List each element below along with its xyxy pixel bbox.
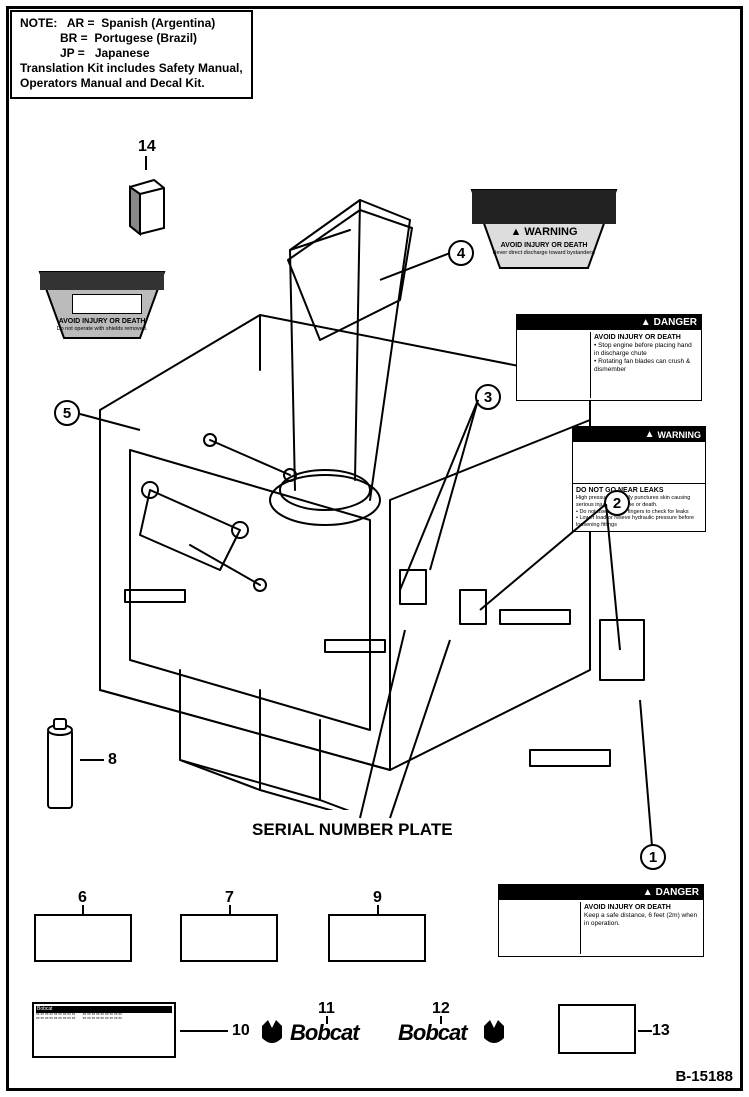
callout-8: 8 [108, 751, 117, 769]
leader-dash [80, 759, 104, 761]
callout-10: 10 [232, 1022, 250, 1040]
callout-circle-4: 4 [448, 240, 474, 266]
callout-circle-3: 3 [475, 384, 501, 410]
note-box: NOTE: AR = Spanish (Argentina) BR = Port… [10, 10, 253, 99]
note-line: Translation Kit includes Safety Manual, [20, 61, 243, 76]
decal-13-placeholder [558, 1004, 636, 1054]
tick [145, 156, 147, 170]
note-line: BR = Portugese (Brazil) [20, 31, 243, 46]
decal-7-placeholder [180, 914, 278, 962]
decal-4-warning: ▲ WARNING AVOID INJURY OR DEATH Never di… [468, 186, 620, 277]
tick [82, 905, 84, 915]
decal-6-placeholder [34, 914, 132, 962]
bobcat-head-icon [258, 1018, 286, 1046]
note-line: NOTE: AR = Spanish (Argentina) [20, 16, 243, 31]
tick [229, 905, 231, 915]
note-line: Operators Manual and Decal Kit. [20, 76, 243, 91]
tick [377, 905, 379, 915]
callout-13: 13 [652, 1022, 670, 1040]
decal-9-placeholder [328, 914, 426, 962]
decal-5-warning: AVOID INJURY OR DEATH Do not operate wit… [36, 268, 168, 347]
serial-number-plate-label: SERIAL NUMBER PLATE [252, 820, 453, 840]
leader-dash [638, 1030, 652, 1032]
bobcat-head-icon [480, 1018, 508, 1046]
decal-10-specplate: Bobcat xx xx xx xx xx xx xx xx xx xx xx … [32, 1002, 176, 1058]
callout-14: 14 [138, 138, 156, 156]
tick [326, 1016, 328, 1024]
decal-3-danger: DANGER AVOID INJURY OR DEATH • Stop engi… [516, 314, 702, 401]
drawing-code: B-15188 [675, 1068, 733, 1085]
bobcat-logo-11: Bobcat [290, 1020, 359, 1046]
leader-dash [180, 1030, 228, 1032]
decal-2-warning: WARNING DO NOT GO NEAR LEAKS High pressu… [572, 426, 706, 532]
note-line: JP = Japanese [20, 46, 243, 61]
item-14-box [120, 172, 170, 238]
item-8-can [42, 716, 78, 816]
callout-circle-5: 5 [54, 400, 80, 426]
decal-1-danger: DANGER AVOID INJURY OR DEATH Keep a safe… [498, 884, 704, 957]
tick [440, 1016, 442, 1024]
callout-circle-2: 2 [604, 490, 630, 516]
bobcat-logo-12: Bobcat [398, 1020, 467, 1046]
callout-circle-1: 1 [640, 844, 666, 870]
